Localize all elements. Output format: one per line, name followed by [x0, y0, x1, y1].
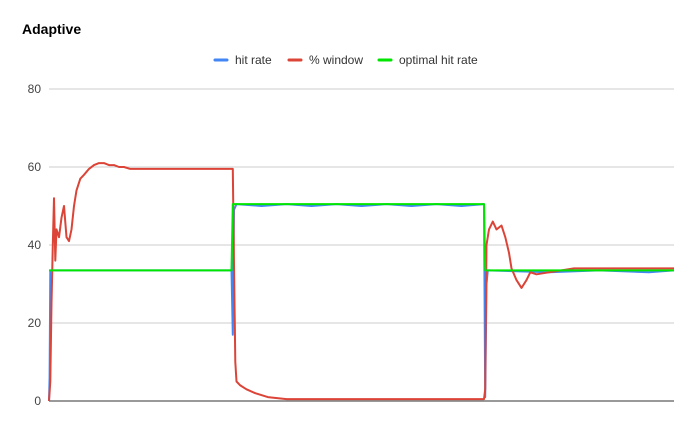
chart-title: Adaptive [22, 21, 82, 37]
gridlines: 0 20 40 60 80 [28, 82, 674, 408]
legend: hit rate % window optimal hit rate [213, 53, 478, 67]
series-line-hit-rate [48, 203, 675, 402]
y-tick-label: 60 [28, 160, 42, 174]
series-line-window [48, 162, 674, 402]
y-tick-label: 20 [28, 316, 42, 330]
series-lines [48, 162, 675, 402]
y-tick-label: 80 [28, 82, 42, 96]
y-tick-label: 40 [28, 238, 42, 252]
series-line-optimal-hit-rate [49, 203, 674, 272]
legend-label: hit rate [235, 53, 272, 67]
y-tick-label: 0 [34, 394, 41, 408]
legend-label: % window [309, 53, 363, 67]
legend-label: optimal hit rate [399, 53, 478, 67]
